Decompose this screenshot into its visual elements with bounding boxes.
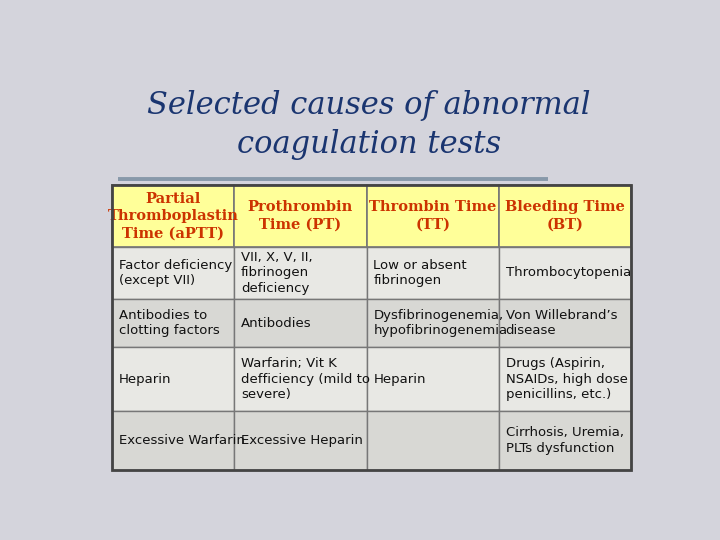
Text: Partial
Thromboplastin
Time (aPTT): Partial Thromboplastin Time (aPTT) (108, 192, 239, 240)
FancyBboxPatch shape (112, 247, 234, 299)
Text: Cirrhosis, Uremia,
PLTs dysfunction: Cirrhosis, Uremia, PLTs dysfunction (505, 426, 624, 455)
FancyBboxPatch shape (499, 185, 631, 247)
FancyBboxPatch shape (499, 411, 631, 470)
FancyBboxPatch shape (234, 347, 366, 411)
Text: Antibodies to
clotting factors: Antibodies to clotting factors (119, 309, 220, 338)
FancyBboxPatch shape (112, 299, 234, 347)
FancyBboxPatch shape (234, 411, 366, 470)
Text: Prothrombin
Time (PT): Prothrombin Time (PT) (248, 200, 353, 232)
FancyBboxPatch shape (499, 347, 631, 411)
Text: Factor deficiency
(except VII): Factor deficiency (except VII) (119, 259, 233, 287)
Text: Selected causes of abnormal
coagulation tests: Selected causes of abnormal coagulation … (148, 90, 590, 160)
FancyBboxPatch shape (366, 299, 499, 347)
FancyBboxPatch shape (112, 185, 234, 247)
FancyBboxPatch shape (366, 347, 499, 411)
Text: Antibodies: Antibodies (241, 316, 312, 330)
Text: Heparin: Heparin (119, 373, 171, 386)
Text: Excessive Warfarin: Excessive Warfarin (119, 434, 245, 447)
FancyBboxPatch shape (499, 299, 631, 347)
Text: Thrombin Time
(TT): Thrombin Time (TT) (369, 200, 497, 232)
FancyBboxPatch shape (366, 185, 499, 247)
Text: Low or absent
fibrinogen: Low or absent fibrinogen (373, 259, 467, 287)
Text: Thrombocytopenia: Thrombocytopenia (505, 266, 631, 279)
Text: Drugs (Aspirin,
NSAIDs, high dose
penicillins, etc.): Drugs (Aspirin, NSAIDs, high dose penici… (505, 357, 628, 401)
Text: Heparin: Heparin (373, 373, 426, 386)
FancyBboxPatch shape (234, 247, 366, 299)
FancyBboxPatch shape (112, 411, 234, 470)
Text: Excessive Heparin: Excessive Heparin (241, 434, 363, 447)
Text: Dysfibrinogenemia,
hypofibrinogenemia: Dysfibrinogenemia, hypofibrinogenemia (373, 309, 508, 338)
Text: Warfarin; Vit K
defficiency (mild to
severe): Warfarin; Vit K defficiency (mild to sev… (241, 357, 370, 401)
Text: Von Willebrand’s
disease: Von Willebrand’s disease (505, 309, 617, 338)
FancyBboxPatch shape (366, 247, 499, 299)
FancyBboxPatch shape (234, 185, 366, 247)
FancyBboxPatch shape (234, 299, 366, 347)
Text: VII, X, V, II,
fibrinogen
deficiency: VII, X, V, II, fibrinogen deficiency (241, 251, 312, 295)
FancyBboxPatch shape (112, 347, 234, 411)
FancyBboxPatch shape (366, 411, 499, 470)
FancyBboxPatch shape (499, 247, 631, 299)
Text: Bleeding Time
(BT): Bleeding Time (BT) (505, 200, 625, 232)
